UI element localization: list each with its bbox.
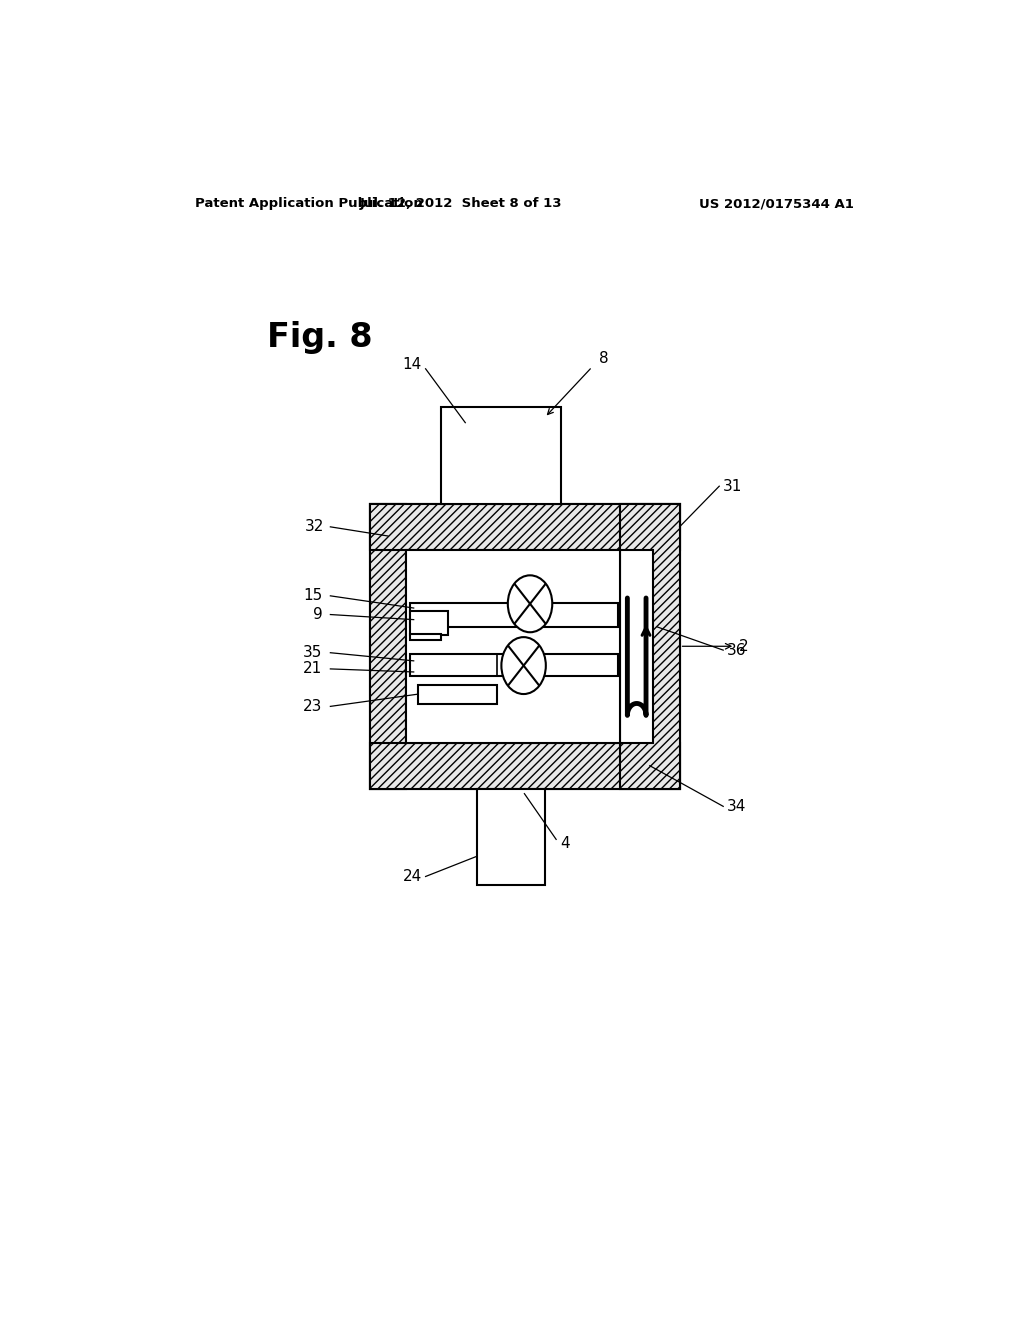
Text: 36: 36 <box>727 643 746 657</box>
Bar <box>410 611 449 635</box>
Text: 35: 35 <box>303 645 323 660</box>
Circle shape <box>502 638 546 694</box>
Bar <box>406 549 621 743</box>
Text: Jul. 12, 2012  Sheet 8 of 13: Jul. 12, 2012 Sheet 8 of 13 <box>360 197 562 210</box>
Bar <box>370 504 680 788</box>
Text: 21: 21 <box>303 661 323 676</box>
Bar <box>370 743 680 788</box>
Bar <box>410 603 618 627</box>
Bar <box>370 504 406 788</box>
Bar <box>477 788 545 886</box>
Text: 34: 34 <box>727 799 746 814</box>
Bar <box>410 634 440 640</box>
Bar <box>441 408 560 504</box>
Text: 24: 24 <box>402 869 422 884</box>
Bar <box>418 685 497 704</box>
Text: Patent Application Publication: Patent Application Publication <box>196 197 423 210</box>
Text: Fig. 8: Fig. 8 <box>267 321 373 354</box>
Bar <box>370 743 680 788</box>
Text: 8: 8 <box>599 351 608 366</box>
Text: 14: 14 <box>402 358 422 372</box>
Bar <box>370 504 680 549</box>
Bar <box>620 504 680 788</box>
Text: 2: 2 <box>739 639 749 653</box>
Text: 4: 4 <box>560 836 569 851</box>
Text: 15: 15 <box>303 589 323 603</box>
Circle shape <box>508 576 552 632</box>
Bar <box>410 655 618 676</box>
Text: 9: 9 <box>312 607 323 622</box>
Text: 31: 31 <box>723 479 742 494</box>
Bar <box>370 504 680 549</box>
Text: 32: 32 <box>305 519 324 535</box>
Bar <box>620 549 653 743</box>
Text: US 2012/0175344 A1: US 2012/0175344 A1 <box>699 197 854 210</box>
Text: 23: 23 <box>303 698 323 714</box>
Bar <box>620 504 680 788</box>
Bar <box>370 504 406 788</box>
